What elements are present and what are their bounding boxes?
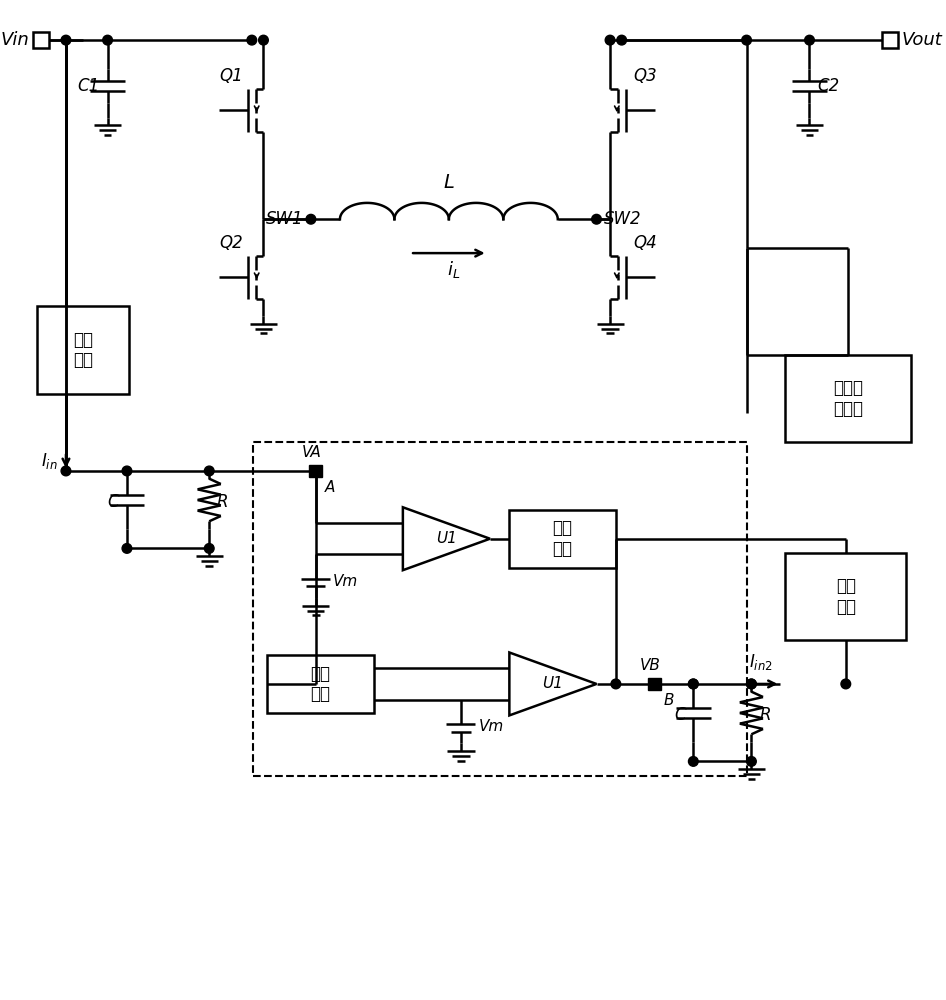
Bar <box>37 306 129 394</box>
Circle shape <box>617 35 626 45</box>
Bar <box>253 442 746 776</box>
Bar <box>882 32 898 48</box>
Circle shape <box>605 35 615 45</box>
Bar <box>33 32 48 48</box>
Circle shape <box>258 35 269 45</box>
Text: R: R <box>759 706 771 724</box>
Text: Vm: Vm <box>479 719 503 734</box>
Circle shape <box>103 35 113 45</box>
Text: VA: VA <box>302 445 322 460</box>
Bar <box>509 510 616 568</box>
Bar <box>648 678 661 690</box>
Text: R: R <box>217 493 229 511</box>
Text: Q2: Q2 <box>219 234 243 252</box>
Bar <box>268 655 374 713</box>
Text: C: C <box>674 706 686 724</box>
Circle shape <box>689 679 698 689</box>
Circle shape <box>742 35 751 45</box>
Text: SW2: SW2 <box>604 210 642 228</box>
Circle shape <box>805 35 815 45</box>
Circle shape <box>204 466 214 476</box>
Circle shape <box>591 214 602 224</box>
Circle shape <box>61 35 71 45</box>
Text: 检测
电路: 检测 电路 <box>836 577 856 616</box>
Bar <box>785 355 911 442</box>
Text: SW1: SW1 <box>266 210 303 228</box>
Text: 开关
元件: 开关 元件 <box>310 665 330 703</box>
Text: VB: VB <box>640 658 661 673</box>
Circle shape <box>204 544 214 553</box>
Circle shape <box>61 466 71 476</box>
Text: Q1: Q1 <box>219 67 243 85</box>
Circle shape <box>122 466 131 476</box>
Text: Vm: Vm <box>333 574 359 589</box>
Text: L: L <box>444 173 454 192</box>
Text: C: C <box>108 493 119 511</box>
Text: B: B <box>664 693 674 708</box>
Text: Q3: Q3 <box>633 67 657 85</box>
Bar <box>309 465 322 477</box>
Text: 电流控
制电路: 电流控 制电路 <box>833 379 863 418</box>
Circle shape <box>122 544 131 553</box>
Text: 检测
电路: 检测 电路 <box>73 331 93 369</box>
Text: $I_{in2}$: $I_{in2}$ <box>749 652 773 672</box>
Circle shape <box>841 679 850 689</box>
Text: U1: U1 <box>436 531 457 546</box>
Text: C1: C1 <box>78 77 100 95</box>
Circle shape <box>247 35 256 45</box>
Text: Q4: Q4 <box>633 234 657 252</box>
Circle shape <box>746 757 756 766</box>
Text: A: A <box>324 480 335 495</box>
Text: $i_L$: $i_L$ <box>447 259 461 280</box>
Text: C2: C2 <box>817 77 839 95</box>
Circle shape <box>611 679 621 689</box>
Text: U1: U1 <box>542 676 564 691</box>
Circle shape <box>746 679 756 689</box>
Text: $I_{in}$: $I_{in}$ <box>42 451 59 471</box>
Circle shape <box>689 679 698 689</box>
Text: Vin: Vin <box>0 31 29 49</box>
Circle shape <box>307 214 316 224</box>
Circle shape <box>689 757 698 766</box>
Bar <box>785 553 906 640</box>
Text: Vout: Vout <box>902 31 942 49</box>
Text: 开关
元件: 开关 元件 <box>552 519 572 558</box>
Circle shape <box>746 679 756 689</box>
